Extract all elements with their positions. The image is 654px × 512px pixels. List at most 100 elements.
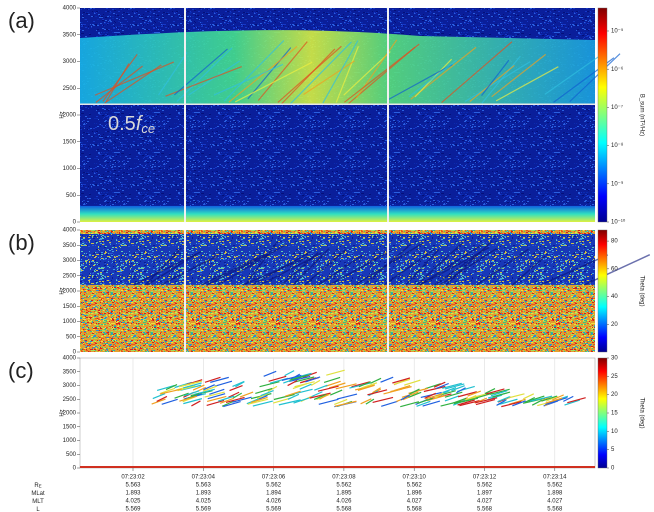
- streak: [357, 384, 375, 391]
- streak: [404, 379, 421, 386]
- streak: [401, 391, 419, 398]
- streak: [285, 390, 301, 397]
- streak: [260, 389, 274, 397]
- streak: [365, 398, 375, 405]
- streak: [268, 375, 287, 382]
- streak: [247, 398, 269, 405]
- y-axis-label: Hz: [60, 287, 66, 294]
- ephemeris-label-main: MLT: [32, 499, 44, 505]
- colorbar-tick-label: 10⁻⁹: [611, 180, 624, 187]
- streak: [563, 395, 574, 402]
- streak: [229, 385, 243, 392]
- y-tick-label: 3500: [63, 369, 77, 375]
- y-tick-label: 500: [66, 452, 77, 458]
- streak: [204, 376, 221, 383]
- streak: [281, 374, 302, 381]
- y-tick-label: 2000: [63, 289, 77, 295]
- streak: [206, 395, 227, 403]
- streak: [207, 393, 226, 400]
- colorbar-tick-label: 60: [611, 266, 618, 272]
- ephemeris-value: 5.569: [266, 507, 282, 512]
- colorbar-tick-label: 40: [611, 294, 618, 300]
- x-tick-label: 07:23:14: [543, 475, 567, 481]
- y-tick-label: 0: [73, 220, 77, 226]
- y-tick-label: 1500: [63, 304, 77, 310]
- streak: [319, 393, 329, 400]
- streak: [165, 383, 178, 391]
- streak: [292, 248, 330, 286]
- ephemeris-value: 1.896: [407, 491, 423, 497]
- streak: [259, 252, 322, 286]
- y-tick-label: 2000: [63, 411, 77, 417]
- y-tick-label: 4000: [63, 228, 77, 234]
- streak: [293, 397, 310, 404]
- y-tick-label: 3500: [63, 32, 77, 38]
- ephemeris-value: 5.569: [196, 507, 212, 512]
- streak: [435, 382, 449, 390]
- streak: [531, 399, 543, 406]
- ephemeris-label-main: R: [34, 483, 39, 489]
- emission-band: [80, 30, 595, 105]
- ephemeris-value: 5.568: [336, 507, 352, 512]
- streak: [419, 243, 484, 286]
- ephemeris-label: RE: [34, 483, 41, 489]
- streak: [423, 385, 446, 393]
- streak: [232, 392, 243, 399]
- streak: [442, 386, 457, 394]
- streak: [228, 391, 240, 398]
- streak: [408, 391, 422, 398]
- streak: [433, 381, 446, 388]
- streak: [360, 398, 372, 405]
- streak: [464, 61, 531, 103]
- streak: [552, 394, 564, 401]
- streak: [160, 387, 176, 394]
- streak: [469, 64, 515, 102]
- streak: [444, 391, 463, 398]
- streak: [234, 61, 313, 103]
- colorbar-tick-label: 10⁻⁷: [611, 104, 623, 111]
- streak: [330, 389, 343, 396]
- colorbar: [597, 229, 608, 353]
- streak: [179, 395, 198, 402]
- streak: [416, 400, 431, 407]
- ephemeris-value: 4.027: [477, 499, 493, 505]
- annotation: 0.5fce: [108, 113, 155, 136]
- streak: [218, 395, 235, 402]
- y-tick-label: 2000: [63, 113, 77, 119]
- streak: [335, 383, 357, 390]
- y-axis-label: Hz: [60, 409, 66, 416]
- streak: [475, 392, 493, 399]
- ephemeris-value: 1.893: [196, 491, 212, 497]
- streak: [485, 388, 505, 395]
- streak: [544, 51, 606, 95]
- streak: [469, 392, 489, 399]
- streak: [467, 390, 482, 397]
- colorbar-tick-label: 0: [611, 466, 615, 472]
- streak: [257, 41, 308, 101]
- streak: [304, 248, 347, 286]
- colorbar-label: Theta (deg): [638, 397, 644, 428]
- streak: [161, 398, 178, 405]
- streak: [244, 241, 279, 286]
- streak: [400, 394, 411, 401]
- streak: [523, 393, 535, 400]
- y-tick-label: 500: [66, 334, 77, 340]
- streak: [313, 393, 327, 401]
- streak: [456, 387, 466, 394]
- streak: [225, 396, 245, 404]
- streak: [232, 396, 252, 403]
- colorbar-tick-label: 15: [611, 411, 618, 417]
- streak: [434, 392, 444, 399]
- y-tick-label: 1000: [63, 438, 77, 444]
- streak: [183, 382, 202, 389]
- x-tick-label: 07:23:04: [192, 475, 216, 481]
- streak: [223, 400, 241, 408]
- streak: [416, 241, 464, 286]
- streak: [183, 390, 200, 397]
- streak: [495, 66, 559, 102]
- x-tick-label: 07:23:02: [121, 475, 145, 481]
- streak: [390, 386, 412, 393]
- streak: [206, 399, 225, 406]
- streak: [434, 254, 477, 286]
